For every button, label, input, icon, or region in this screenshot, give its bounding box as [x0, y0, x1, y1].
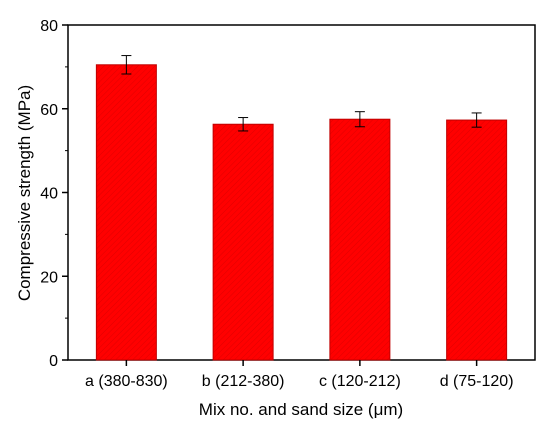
y-axis: 0 20 40 60 80	[40, 18, 68, 370]
y-axis-title: Compressive strength (MPa)	[15, 85, 34, 301]
bar-1	[212, 123, 274, 361]
y-tick-label-3: 60	[40, 102, 58, 119]
x-tick-label-1: b (212-380)	[202, 373, 285, 390]
error-bars-group	[121, 55, 482, 132]
y-tick-label-1: 20	[40, 269, 58, 286]
y-tick-label-2: 40	[40, 186, 58, 203]
x-axis-title: Mix no. and sand size (μm)	[199, 400, 403, 419]
y-tick-label-4: 80	[40, 18, 58, 35]
x-tick-label-2: c (120-212)	[319, 373, 401, 390]
x-tick-label-3: d (75-120)	[440, 373, 514, 390]
bars-group	[95, 64, 508, 361]
x-tick-label-0: a (380-830)	[85, 373, 168, 390]
bar-3	[446, 119, 508, 361]
x-axis: a (380-830) b (212-380) c (120-212) d (75-1…	[85, 360, 514, 390]
bar-2	[329, 118, 391, 361]
bar-0	[95, 64, 157, 361]
y-tick-label-0: 0	[49, 353, 58, 370]
